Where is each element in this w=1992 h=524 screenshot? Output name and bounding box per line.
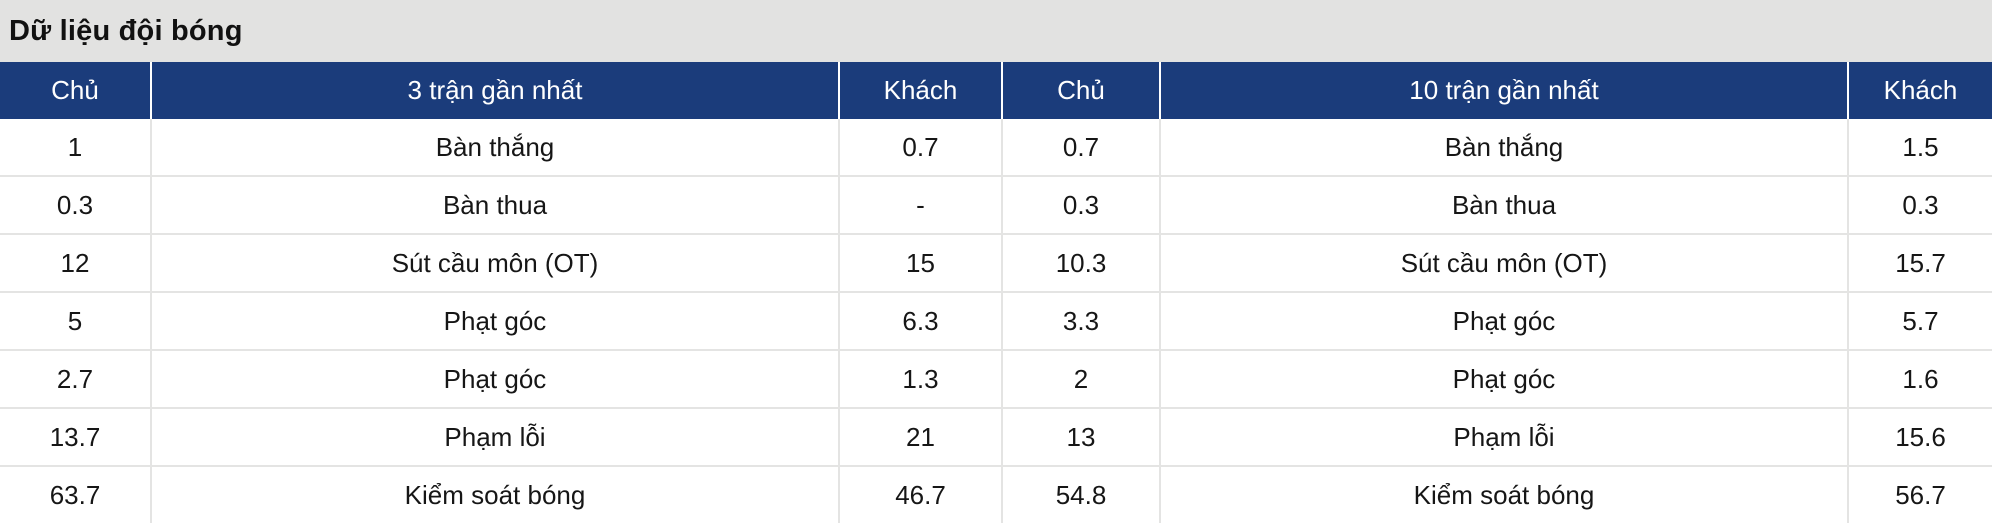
stat-label-3: Bàn thắng	[150, 119, 839, 176]
home-10-value: 0.7	[1001, 119, 1160, 176]
stat-label-3: Phạt góc	[150, 291, 839, 350]
away-10-value: 0.3	[1847, 175, 1992, 234]
table-row: 5 Phạt góc 6.3 3.3 Phạt góc 5.7	[0, 291, 1992, 350]
away-3-value: 15	[838, 233, 1002, 292]
stat-label-10: Kiểm soát bóng	[1159, 465, 1848, 523]
home-10-value: 10.3	[1001, 233, 1160, 292]
table-header-row: Chủ 3 trận gần nhất Khách Chủ 10 trận gầ…	[0, 62, 1992, 119]
home-3-value: 5	[0, 291, 151, 350]
home-3-value: 13.7	[0, 407, 151, 466]
home-3-value: 1	[0, 119, 151, 176]
stat-label-10: Bàn thua	[1159, 175, 1848, 234]
stat-label-3: Bàn thua	[150, 175, 839, 234]
page-title: Dữ liệu đội bóng	[9, 14, 243, 47]
header-last-3-matches: 3 trận gần nhất	[150, 62, 839, 119]
table-row: 0.3 Bàn thua - 0.3 Bàn thua 0.3	[0, 175, 1992, 234]
away-3-value: 46.7	[838, 465, 1002, 523]
table-row: 63.7 Kiểm soát bóng 46.7 54.8 Kiểm soát …	[0, 465, 1992, 523]
stat-label-3: Sút cầu môn (OT)	[150, 233, 839, 292]
stat-label-3: Phạm lỗi	[150, 407, 839, 466]
home-3-value: 63.7	[0, 465, 151, 523]
away-10-value: 15.7	[1847, 233, 1992, 292]
away-10-value: 1.6	[1847, 349, 1992, 408]
stat-label-10: Sút cầu môn (OT)	[1159, 233, 1848, 292]
stat-label-10: Phạt góc	[1159, 291, 1848, 350]
header-last-10-matches: 10 trận gần nhất	[1159, 62, 1848, 119]
stat-label-10: Phạt góc	[1159, 349, 1848, 408]
stat-label-10: Phạm lỗi	[1159, 407, 1848, 466]
away-3-value: 0.7	[838, 119, 1002, 176]
team-stats-table: Chủ 3 trận gần nhất Khách Chủ 10 trận gầ…	[0, 62, 1992, 523]
table-row: 2.7 Phạt góc 1.3 2 Phạt góc 1.6	[0, 349, 1992, 408]
home-10-value: 54.8	[1001, 465, 1160, 523]
home-10-value: 3.3	[1001, 291, 1160, 350]
away-3-value: 6.3	[838, 291, 1002, 350]
away-10-value: 56.7	[1847, 465, 1992, 523]
home-10-value: 13	[1001, 407, 1160, 466]
away-3-value: -	[838, 175, 1002, 234]
header-away-10: Khách	[1847, 62, 1992, 119]
home-3-value: 12	[0, 233, 151, 292]
home-10-value: 2	[1001, 349, 1160, 408]
table-row: 12 Sút cầu môn (OT) 15 10.3 Sút cầu môn …	[0, 233, 1992, 292]
header-away-3: Khách	[838, 62, 1002, 119]
title-bar: Dữ liệu đội bóng	[0, 0, 1992, 62]
away-3-value: 1.3	[838, 349, 1002, 408]
table-row: 13.7 Phạm lỗi 21 13 Phạm lỗi 15.6	[0, 407, 1992, 466]
home-3-value: 2.7	[0, 349, 151, 408]
stat-label-3: Kiểm soát bóng	[150, 465, 839, 523]
away-3-value: 21	[838, 407, 1002, 466]
header-home-10: Chủ	[1001, 62, 1160, 119]
table-row: 1 Bàn thắng 0.7 0.7 Bàn thắng 1.5	[0, 119, 1992, 176]
home-3-value: 0.3	[0, 175, 151, 234]
stat-label-10: Bàn thắng	[1159, 119, 1848, 176]
home-10-value: 0.3	[1001, 175, 1160, 234]
away-10-value: 1.5	[1847, 119, 1992, 176]
away-10-value: 15.6	[1847, 407, 1992, 466]
header-home-3: Chủ	[0, 62, 151, 119]
stat-label-3: Phạt góc	[150, 349, 839, 408]
away-10-value: 5.7	[1847, 291, 1992, 350]
